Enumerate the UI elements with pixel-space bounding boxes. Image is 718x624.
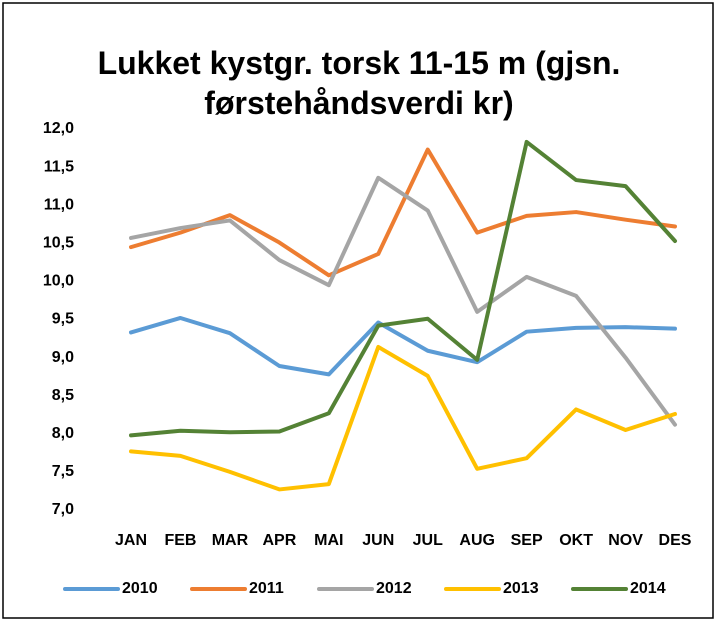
- legend-label: 2014: [630, 580, 666, 597]
- x-tick-label: DES: [659, 532, 692, 549]
- x-tick-label: JUN: [362, 532, 394, 549]
- x-tick-label: MAR: [212, 532, 249, 549]
- legend-label: 2012: [376, 580, 412, 597]
- legend-label: 2013: [503, 580, 539, 597]
- legend-label: 2011: [249, 580, 284, 597]
- y-tick-label: 10,5: [43, 235, 74, 252]
- series-line: [129, 315, 677, 377]
- legend-label: 2010: [122, 580, 158, 597]
- series-line: [129, 139, 677, 438]
- x-tick-label: APR: [262, 532, 296, 549]
- y-tick-label: 9,0: [52, 349, 74, 366]
- x-tick-label: JAN: [115, 532, 147, 549]
- y-tick-label: 7,5: [52, 463, 74, 480]
- x-tick-label: MAI: [314, 532, 343, 549]
- y-tick-label: 8,5: [52, 387, 74, 404]
- x-tick-label: OKT: [559, 532, 593, 549]
- x-tick-label: AUG: [459, 532, 495, 549]
- x-tick-label: JUL: [413, 532, 443, 549]
- chart-title: Lukket kystgr. torsk 11-15 m (gjsn. førs…: [97, 45, 621, 121]
- x-tick-label: SEP: [511, 532, 543, 549]
- x-tick-label: NOV: [608, 532, 643, 549]
- series-line: [129, 344, 677, 492]
- y-tick-label: 11,5: [44, 158, 74, 175]
- y-tick-label: 8,0: [52, 425, 74, 442]
- series-line: [129, 175, 677, 427]
- series-line: [129, 147, 677, 278]
- y-tick-label: 10,0: [43, 273, 74, 290]
- y-tick-label: 12,0: [43, 120, 74, 137]
- y-tick-label: 7,0: [52, 501, 74, 518]
- y-tick-label: 11,0: [44, 196, 74, 213]
- y-tick-label: 9,5: [52, 311, 74, 328]
- x-tick-label: FEB: [164, 532, 196, 549]
